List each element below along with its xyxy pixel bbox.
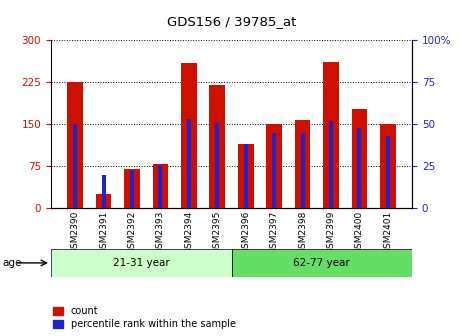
Bar xyxy=(300,133,305,208)
Text: 21-31 year: 21-31 year xyxy=(113,258,169,268)
Bar xyxy=(386,136,390,208)
Bar xyxy=(329,121,333,208)
Bar xyxy=(380,124,396,208)
Bar xyxy=(124,169,140,208)
Bar xyxy=(130,170,134,208)
Bar xyxy=(351,109,367,208)
Bar xyxy=(209,85,225,208)
Bar xyxy=(238,144,254,208)
Text: 62-77 year: 62-77 year xyxy=(294,258,350,268)
Bar xyxy=(73,124,77,208)
Bar xyxy=(232,249,412,277)
Bar xyxy=(357,128,361,208)
Bar xyxy=(153,164,168,208)
Bar xyxy=(67,82,83,208)
Bar xyxy=(102,175,106,208)
Text: GDS156 / 39785_at: GDS156 / 39785_at xyxy=(167,15,296,28)
Legend: count, percentile rank within the sample: count, percentile rank within the sample xyxy=(51,304,238,331)
Bar xyxy=(266,124,282,208)
Bar xyxy=(51,249,232,277)
Bar xyxy=(158,165,163,208)
Bar xyxy=(181,63,197,208)
Bar xyxy=(323,61,339,208)
Bar xyxy=(187,119,191,208)
Bar xyxy=(215,123,219,208)
Bar xyxy=(272,133,276,208)
Bar xyxy=(244,144,248,208)
Bar xyxy=(295,120,310,208)
Bar xyxy=(96,194,112,208)
Text: age: age xyxy=(2,258,22,268)
